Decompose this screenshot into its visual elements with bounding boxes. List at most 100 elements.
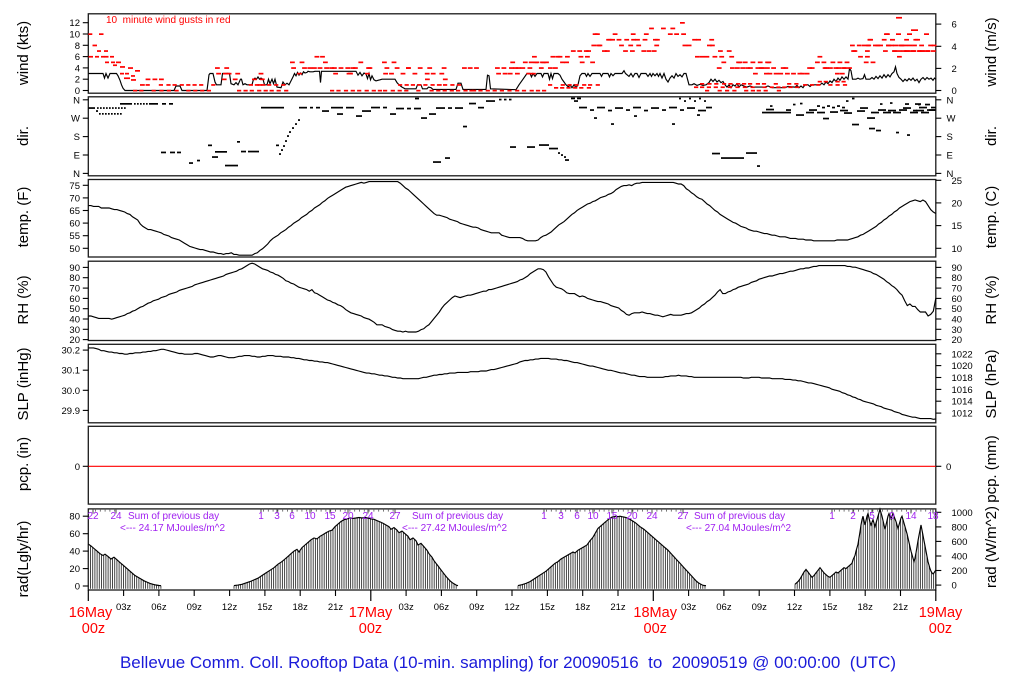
svg-text:27: 27 bbox=[389, 511, 401, 522]
svg-text:10 minute wind gusts in red: 10 minute wind gusts in red bbox=[106, 15, 231, 26]
svg-text:60: 60 bbox=[69, 529, 80, 540]
svg-text:2: 2 bbox=[952, 64, 957, 75]
svg-text:N: N bbox=[947, 95, 954, 106]
svg-text:Sum of previous day: Sum of previous day bbox=[694, 511, 785, 522]
svg-text:18z: 18z bbox=[575, 602, 591, 613]
svg-text:20: 20 bbox=[69, 335, 80, 346]
svg-text:0: 0 bbox=[952, 581, 957, 592]
svg-text:pcp. (mm): pcp. (mm) bbox=[983, 435, 1000, 503]
svg-text:200: 200 bbox=[952, 566, 968, 577]
svg-text:15z: 15z bbox=[822, 602, 838, 613]
svg-text:2: 2 bbox=[75, 75, 80, 86]
svg-text:<--- 24.17 MJoules/m^2: <--- 24.17 MJoules/m^2 bbox=[120, 523, 225, 534]
svg-text:80: 80 bbox=[69, 512, 80, 523]
svg-text:SLP (hPa): SLP (hPa) bbox=[983, 350, 1000, 419]
svg-text:12: 12 bbox=[69, 18, 80, 29]
svg-text:60: 60 bbox=[69, 294, 80, 305]
svg-text:800: 800 bbox=[952, 522, 968, 533]
svg-text:03z: 03z bbox=[116, 602, 132, 613]
svg-text:70: 70 bbox=[69, 284, 80, 295]
svg-text:70: 70 bbox=[69, 193, 80, 204]
svg-text:24: 24 bbox=[362, 511, 374, 522]
svg-text:09z: 09z bbox=[752, 602, 768, 613]
svg-text:22: 22 bbox=[87, 511, 99, 522]
svg-text:90: 90 bbox=[69, 263, 80, 274]
svg-text:4: 4 bbox=[952, 42, 957, 53]
svg-text:00z: 00z bbox=[929, 621, 952, 637]
svg-text:1: 1 bbox=[258, 511, 264, 522]
svg-text:400: 400 bbox=[952, 551, 968, 562]
svg-text:0: 0 bbox=[946, 462, 951, 473]
svg-text:09z: 09z bbox=[187, 602, 203, 613]
svg-text:5: 5 bbox=[869, 511, 875, 522]
svg-text:09z: 09z bbox=[469, 602, 485, 613]
svg-text:60: 60 bbox=[69, 219, 80, 230]
svg-text:<--- 27.04 MJoules/m^2: <--- 27.04 MJoules/m^2 bbox=[686, 523, 791, 534]
svg-text:6: 6 bbox=[952, 20, 957, 31]
svg-text:40: 40 bbox=[69, 547, 80, 558]
svg-text:1: 1 bbox=[541, 511, 547, 522]
svg-text:18z: 18z bbox=[858, 602, 874, 613]
svg-text:W: W bbox=[71, 114, 80, 125]
svg-text:N: N bbox=[73, 169, 80, 180]
svg-text:1012: 1012 bbox=[952, 409, 973, 420]
svg-text:1: 1 bbox=[829, 511, 835, 522]
svg-text:1014: 1014 bbox=[952, 397, 973, 408]
svg-text:Sum of previous day: Sum of previous day bbox=[412, 511, 503, 522]
svg-text:50: 50 bbox=[952, 304, 963, 315]
svg-text:00z: 00z bbox=[359, 621, 382, 637]
svg-text:RH (%): RH (%) bbox=[983, 275, 1000, 324]
svg-text:50: 50 bbox=[69, 244, 80, 255]
svg-text:10: 10 bbox=[304, 511, 316, 522]
svg-text:00z: 00z bbox=[644, 621, 667, 637]
svg-text:wind (m/s): wind (m/s) bbox=[983, 17, 1000, 87]
svg-text:1016: 1016 bbox=[952, 385, 973, 396]
svg-text:600: 600 bbox=[952, 537, 968, 548]
svg-text:18: 18 bbox=[927, 511, 939, 522]
svg-text:6: 6 bbox=[289, 511, 295, 522]
svg-text:06z: 06z bbox=[151, 602, 167, 613]
svg-text:pcp. (in): pcp. (in) bbox=[15, 437, 32, 491]
svg-text:1000: 1000 bbox=[952, 508, 973, 519]
svg-text:temp. (C): temp. (C) bbox=[983, 186, 1000, 249]
svg-text:6: 6 bbox=[75, 52, 80, 63]
svg-text:0: 0 bbox=[75, 462, 80, 473]
svg-text:9: 9 bbox=[889, 511, 895, 522]
svg-text:1020: 1020 bbox=[952, 361, 973, 372]
svg-text:40: 40 bbox=[952, 314, 963, 325]
svg-text:wind (kts): wind (kts) bbox=[15, 21, 32, 86]
svg-text:06z: 06z bbox=[434, 602, 450, 613]
svg-text:06z: 06z bbox=[716, 602, 732, 613]
svg-text:14: 14 bbox=[905, 511, 917, 522]
svg-text:40: 40 bbox=[69, 314, 80, 325]
svg-text:15z: 15z bbox=[540, 602, 556, 613]
svg-text:E: E bbox=[947, 151, 953, 162]
svg-text:24: 24 bbox=[110, 511, 122, 522]
svg-text:rad(Lgly/hr): rad(Lgly/hr) bbox=[15, 521, 32, 598]
svg-text:N: N bbox=[947, 169, 954, 180]
svg-text:3: 3 bbox=[274, 511, 280, 522]
svg-text:10: 10 bbox=[587, 511, 599, 522]
svg-text:12z: 12z bbox=[504, 602, 520, 613]
svg-text:80: 80 bbox=[69, 273, 80, 284]
svg-text:8: 8 bbox=[75, 41, 80, 52]
svg-text:15: 15 bbox=[606, 511, 618, 522]
svg-text:SLP (inHg): SLP (inHg) bbox=[15, 347, 32, 420]
svg-text:20: 20 bbox=[952, 198, 963, 209]
svg-text:21z: 21z bbox=[328, 602, 344, 613]
svg-text:27: 27 bbox=[677, 511, 689, 522]
svg-text:W: W bbox=[947, 114, 956, 125]
svg-text:dir.: dir. bbox=[983, 126, 1000, 146]
svg-text:6: 6 bbox=[574, 511, 580, 522]
svg-text:10: 10 bbox=[952, 244, 963, 255]
svg-text:03z: 03z bbox=[398, 602, 414, 613]
svg-text:2: 2 bbox=[850, 511, 856, 522]
svg-text:20: 20 bbox=[69, 564, 80, 575]
svg-text:65: 65 bbox=[69, 206, 80, 217]
svg-text:1022: 1022 bbox=[952, 349, 973, 360]
svg-text:55: 55 bbox=[69, 231, 80, 242]
svg-text:12z: 12z bbox=[787, 602, 803, 613]
svg-text:29.9: 29.9 bbox=[62, 406, 81, 417]
svg-text:12z: 12z bbox=[222, 602, 238, 613]
svg-text:75: 75 bbox=[69, 181, 80, 192]
